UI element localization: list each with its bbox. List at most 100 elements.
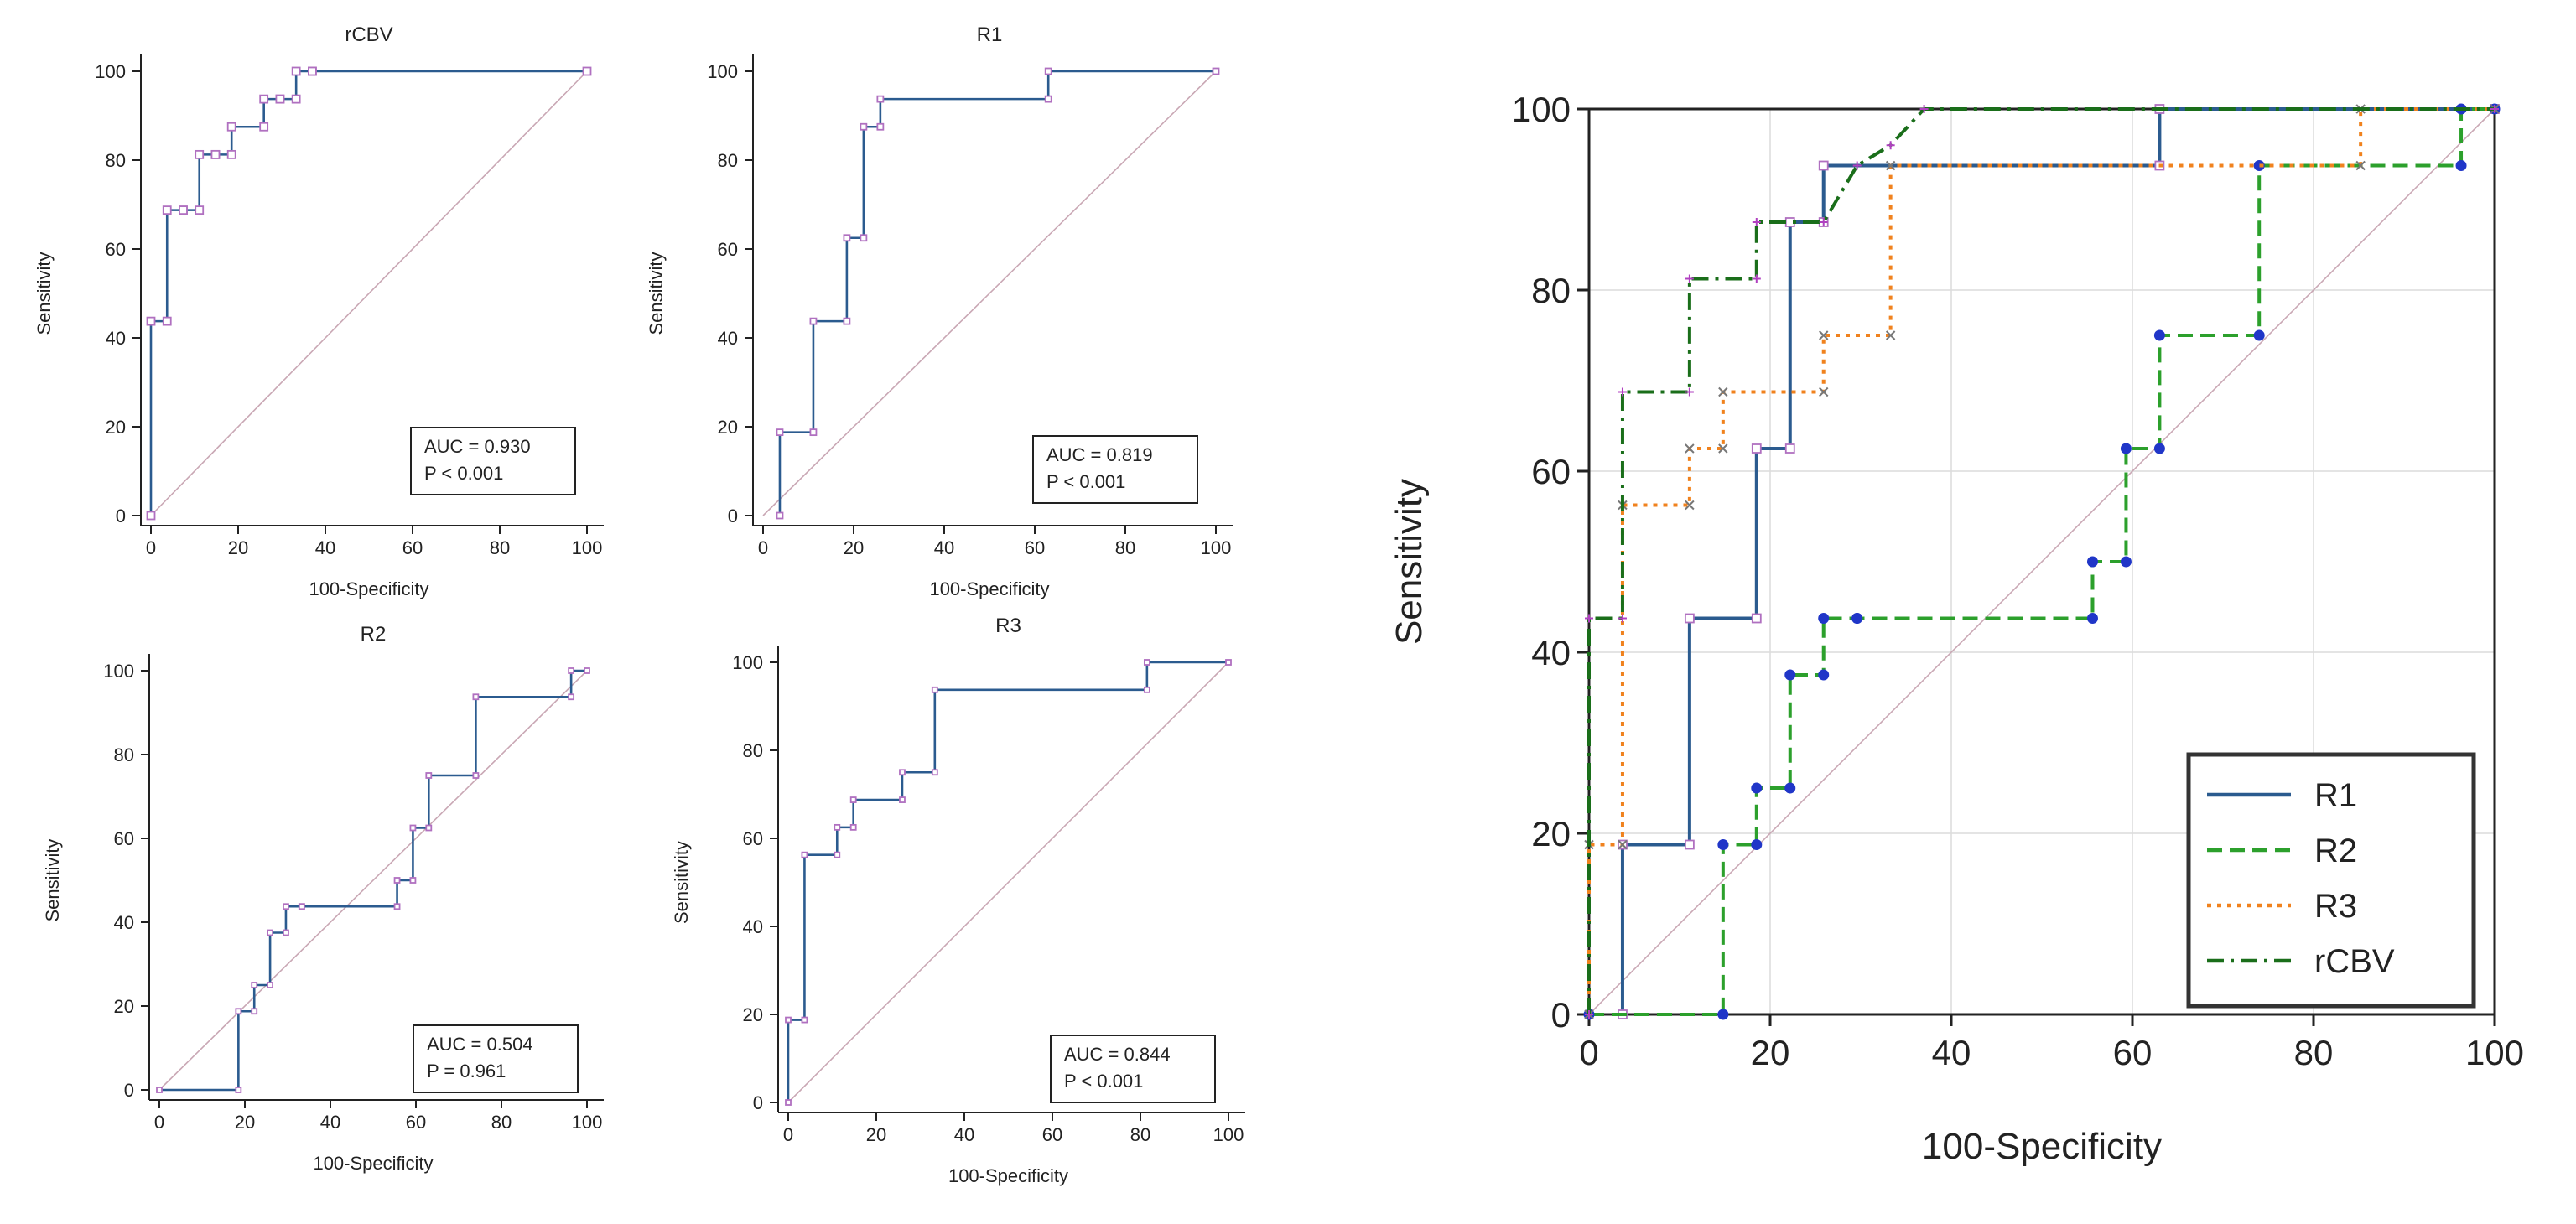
data-point: [801, 851, 808, 858]
data-point: [1819, 330, 1829, 340]
y-tick-label: 40: [1531, 633, 1571, 672]
markers-curve-1: [785, 659, 1232, 1106]
data-point: [1751, 782, 1763, 794]
x-tick-label: 60: [1042, 1124, 1062, 1145]
data-point: [210, 149, 221, 159]
x-tick-label: 80: [1115, 537, 1135, 558]
y-tick-label: 60: [106, 239, 126, 260]
data-point: [195, 205, 205, 215]
data-point: [1225, 659, 1232, 666]
x-tick-label: 40: [954, 1124, 974, 1145]
data-point: [1684, 839, 1695, 850]
data-point: [235, 1087, 242, 1093]
y-tick-label: 80: [106, 150, 126, 171]
p-value: P < 0.001: [1046, 471, 1125, 492]
y-tick-label: 60: [1531, 452, 1571, 491]
data-point: [1752, 274, 1761, 283]
data-point: [1819, 218, 1828, 226]
data-point: [162, 316, 172, 326]
data-point: [146, 511, 156, 521]
data-point: [2120, 556, 2132, 568]
data-point: [283, 903, 289, 910]
chart-title: R3: [995, 615, 1021, 637]
x-tick-label: 80: [490, 537, 510, 558]
x-tick-label: 40: [1932, 1033, 1971, 1072]
y-tick-label: 80: [1531, 271, 1571, 310]
auc-box: [1050, 1035, 1216, 1103]
data-point: [2253, 329, 2265, 341]
data-point: [259, 122, 269, 132]
x-tick-label: 80: [491, 1112, 512, 1133]
auc-value: AUC = 0.504: [427, 1034, 533, 1055]
data-point: [259, 94, 269, 104]
data-point: [1784, 782, 1796, 794]
data-point: [809, 428, 818, 437]
y-axis-label: Sensitivity: [34, 252, 55, 335]
data-point: [860, 234, 868, 242]
data-point: [267, 929, 273, 936]
data-point: [1618, 387, 1627, 397]
chart-title: rCBV: [345, 23, 392, 46]
data-point: [568, 667, 575, 674]
data-point: [298, 903, 305, 910]
data-point: [409, 824, 417, 832]
data-point: [849, 823, 857, 831]
data-point: [251, 1008, 258, 1015]
data-point: [1618, 614, 1627, 623]
chart-1: 0 20 40 60 80 100 0 20 40 60 80 100 rCBV 100-Specific…: [34, 23, 604, 599]
data-point: [860, 122, 868, 131]
data-point: [931, 769, 938, 776]
data-point: [1684, 613, 1695, 624]
data-point: [834, 851, 841, 858]
chart-3: 0 20 40 60 80 100 0 20 40 60 80 100 R2 100-Specificit…: [42, 623, 604, 1174]
y-tick-label: 0: [1551, 995, 1571, 1035]
x-tick-label: 100: [1213, 1124, 1244, 1145]
data-point: [291, 94, 301, 104]
y-tick-label: 80: [114, 744, 134, 765]
data-point: [582, 66, 592, 76]
x-tick-label: 100: [572, 1112, 603, 1133]
data-point: [1751, 613, 1762, 624]
x-tick-label: 100: [572, 537, 603, 558]
y-tick-label: 20: [106, 417, 126, 438]
data-point: [472, 772, 480, 779]
series-line-r2: [1589, 107, 2495, 1016]
y-tick-label: 80: [718, 150, 738, 171]
y-tick-label: 20: [1531, 814, 1571, 853]
data-point: [1818, 669, 1830, 681]
x-tick-label: 100: [1201, 537, 1232, 558]
data-point: [584, 667, 590, 674]
y-tick-label: 20: [718, 417, 738, 438]
legend: R1 R2 R3 rCBV: [2186, 752, 2476, 1009]
y-tick-label: 60: [743, 828, 763, 849]
x-axis-label: 100-Specificity: [1922, 1126, 2162, 1167]
y-tick-label: 0: [728, 506, 738, 526]
data-point: [162, 205, 172, 215]
data-point: [1717, 1009, 1729, 1020]
y-axis-label: Sensitivity: [42, 838, 63, 921]
auc-box: [1032, 435, 1198, 504]
data-point: [1852, 613, 1863, 624]
data-point: [776, 511, 784, 520]
data-point: [2086, 556, 2098, 568]
p-value: P < 0.001: [424, 463, 503, 484]
data-point: [156, 1087, 163, 1093]
y-tick-label: 100: [1512, 90, 1571, 129]
data-point: [235, 1008, 242, 1015]
data-point: [1585, 614, 1593, 623]
x-tick-label: 60: [402, 537, 423, 558]
data-point: [2153, 329, 2165, 341]
data-point: [1819, 386, 1829, 397]
auc-value: AUC = 0.930: [424, 436, 531, 457]
auc-box: [410, 427, 576, 495]
data-point: [1752, 218, 1761, 226]
y-axis-label: Sensitivity: [646, 252, 667, 335]
data-point: [1685, 274, 1694, 283]
legend-label-r3: R3: [2314, 888, 2357, 925]
data-point: [251, 982, 258, 988]
data-point: [843, 317, 851, 325]
data-point: [2086, 613, 2098, 624]
data-point: [2120, 443, 2132, 454]
data-point: [1685, 387, 1694, 397]
y-tick-label: 60: [718, 239, 738, 260]
